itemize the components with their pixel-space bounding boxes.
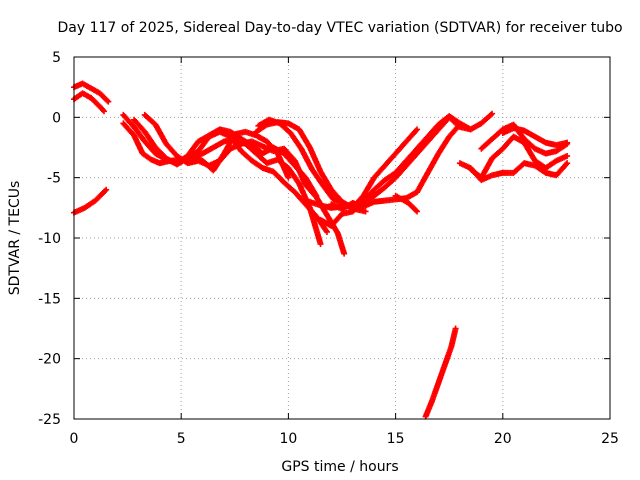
series-arc-3 <box>71 186 110 216</box>
data-point <box>467 126 474 133</box>
series-arc-12 <box>317 113 474 229</box>
y-axis-label: SDTVAR / TECUs <box>7 181 23 296</box>
data-point <box>362 208 369 215</box>
x-tick-label: 5 <box>177 431 186 447</box>
data-point <box>564 139 571 146</box>
data-point <box>285 174 292 181</box>
x-tick-label: 15 <box>387 431 405 447</box>
data-point <box>103 186 110 193</box>
x-tick-label: 10 <box>279 431 297 447</box>
y-tick-label: -20 <box>38 352 61 368</box>
axis-ticks: 0 5 10 15 20 25 -25 -20 -15 -10 -5 0 5 <box>38 50 619 447</box>
data-point <box>489 110 496 117</box>
x-tick-label: 0 <box>70 431 79 447</box>
data-point <box>323 228 330 235</box>
data-point <box>564 152 571 159</box>
series-arc-8 <box>188 128 292 181</box>
data-marker <box>487 111 494 118</box>
data-point <box>564 160 571 167</box>
series-arc-15 <box>392 192 421 215</box>
data-point <box>105 98 112 105</box>
plot-area <box>71 80 571 420</box>
y-tick-label: -15 <box>38 291 61 307</box>
data-point <box>452 325 459 332</box>
data-marker <box>102 187 109 194</box>
x-tick-label: 25 <box>601 431 619 447</box>
data-point <box>341 250 348 257</box>
y-tick-label: -5 <box>47 171 61 187</box>
series-arc-16 <box>422 325 459 420</box>
series-arc-13 <box>328 121 463 213</box>
series-arc-18 <box>467 133 571 181</box>
series-arc-20 <box>499 125 571 149</box>
series-arc-1 <box>71 80 112 105</box>
chart-title: Day 117 of 2025, Sidereal Day-to-day VTE… <box>57 20 622 36</box>
data-point <box>456 121 463 128</box>
y-tick-label: 0 <box>52 110 61 126</box>
series-arc-14 <box>349 126 421 211</box>
y-tick-label: 5 <box>52 50 61 66</box>
data-point <box>317 241 324 248</box>
x-axis-label: GPS time / hours <box>281 459 398 475</box>
x-tick-label: 20 <box>494 431 512 447</box>
series-arc-19 <box>478 121 571 157</box>
data-marker <box>412 207 419 214</box>
data-point <box>414 126 421 133</box>
data-point <box>101 108 108 115</box>
y-tick-label: -10 <box>38 231 61 247</box>
y-tick-label: -25 <box>38 412 61 428</box>
series-arc-10 <box>255 116 369 215</box>
data-marker <box>104 97 111 104</box>
data-point <box>414 208 421 215</box>
